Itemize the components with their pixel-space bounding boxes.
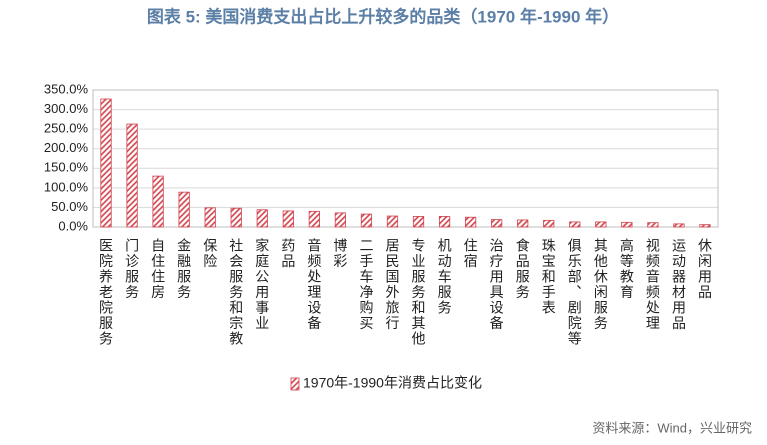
x-tick-label: 机动车服务 — [437, 238, 453, 316]
x-tick-label: 治疗用具设备 — [489, 238, 505, 331]
x-tick-label: 自住住房 — [150, 238, 166, 300]
bar — [360, 213, 373, 228]
legend-label: 1970年-1990年消费占比变化 — [303, 375, 482, 391]
bar — [464, 216, 477, 228]
bar — [647, 222, 659, 228]
x-tick-label: 博彩 — [332, 237, 348, 269]
y-tick-label: 150.0% — [44, 160, 89, 175]
bar — [308, 210, 320, 228]
x-tick-label: 社会服务和宗教 — [228, 238, 244, 347]
y-tick-label: 100.0% — [44, 179, 89, 194]
x-tick-label: 门诊服务 — [124, 238, 140, 300]
source-note: 资料来源：Wind，兴业研究 — [592, 420, 752, 435]
bar — [438, 216, 451, 228]
y-tick-label: 200.0% — [44, 140, 89, 155]
bar — [595, 221, 607, 228]
bar — [412, 216, 425, 228]
x-tick-label: 珠宝和手表 — [541, 238, 557, 316]
y-tick-label: 350.0% — [44, 81, 89, 96]
bar — [152, 175, 164, 228]
y-tick-label: 0.0% — [58, 218, 88, 233]
y-tick-label: 250.0% — [44, 121, 89, 136]
legend-swatch — [290, 377, 300, 391]
x-tick-label: 住宿 — [463, 238, 479, 269]
x-tick-label: 音频处理设备 — [306, 237, 322, 331]
x-tick-label: 医院养老院服务 — [98, 238, 114, 347]
x-tick-label: 高等教育 — [619, 237, 635, 300]
x-tick-label: 金融服务 — [176, 238, 192, 300]
bar — [569, 221, 581, 228]
x-tick-label: 专业服务和其他 — [411, 238, 427, 347]
y-tick-label: 300.0% — [44, 101, 89, 116]
x-tick-label: 俱乐部、剧院等 — [567, 238, 583, 347]
bar — [256, 209, 268, 228]
bar — [491, 219, 503, 228]
x-tick-label: 居民国外旅行 — [384, 238, 400, 331]
x-tick-label: 保险 — [202, 238, 218, 269]
plot-border — [92, 89, 719, 228]
x-tick-label: 视频音频处理 — [645, 238, 661, 331]
x-tick-label: 其他休闲服务 — [593, 238, 609, 331]
y-tick-label: 50.0% — [51, 199, 88, 214]
bar — [282, 210, 294, 228]
x-tick-label: 休闲用品 — [697, 238, 713, 300]
x-tick-label: 食品服务 — [515, 237, 531, 300]
x-tick-label: 药品 — [280, 238, 296, 269]
bar — [517, 219, 529, 228]
chart-title: 图表 5: 美国消费支出占比上升较多的品类（1970 年-1990 年） — [147, 6, 619, 26]
bar — [543, 219, 555, 228]
bar — [100, 98, 112, 228]
bar — [204, 207, 216, 228]
bar — [126, 123, 138, 228]
x-tick-label: 二手车净购买 — [358, 238, 374, 331]
bar — [673, 223, 685, 228]
bar — [386, 215, 399, 228]
bar — [334, 212, 347, 228]
x-tick-label: 运动器材用品 — [671, 238, 687, 331]
x-tick-label: 家庭公用事业 — [254, 237, 270, 331]
bar — [178, 191, 190, 228]
bar — [699, 224, 711, 228]
bar — [230, 207, 242, 228]
bar — [621, 221, 633, 228]
